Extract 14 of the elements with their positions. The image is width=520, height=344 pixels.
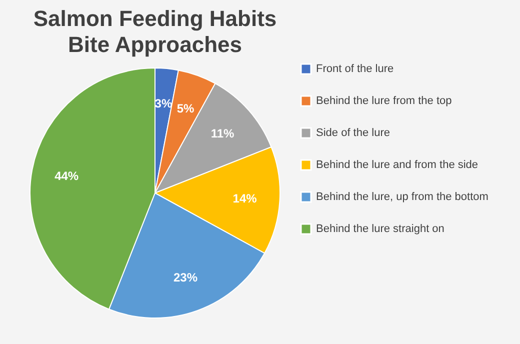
legend-label: Behind the lure, up from the bottom — [316, 191, 488, 203]
data-label: 44% — [54, 169, 79, 184]
legend-label: Behind the lure from the top — [316, 95, 452, 107]
legend-label: Front of the lure — [316, 63, 394, 75]
data-label: 5% — [176, 101, 194, 116]
data-label: 11% — [210, 126, 235, 140]
chart-title: Salmon Feeding Habits — [33, 6, 277, 31]
data-label: 3% — [154, 96, 172, 110]
legend-label: Behind the lure straight on — [316, 223, 444, 235]
legend-label: Side of the lure — [316, 127, 390, 139]
data-label: 14% — [232, 192, 258, 206]
data-label: 23% — [173, 270, 198, 285]
legend-label: Behind the lure and from the side — [316, 159, 478, 171]
chart-subtitle: Bite Approaches — [68, 32, 242, 57]
